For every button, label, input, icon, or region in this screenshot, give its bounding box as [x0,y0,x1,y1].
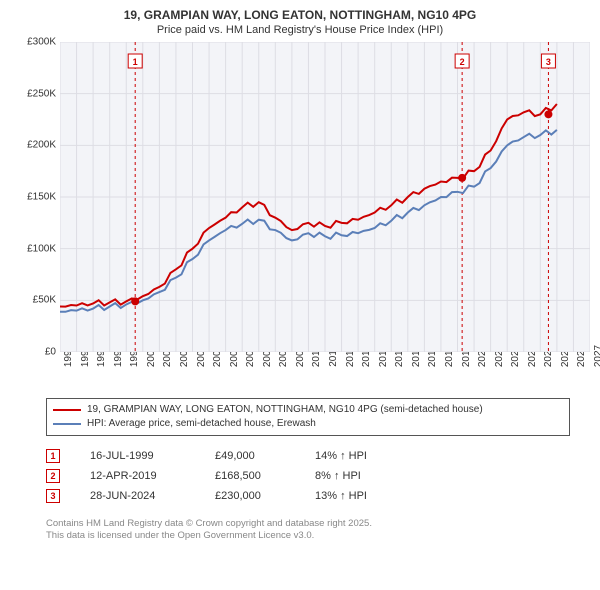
transactions-table: 1 16-JUL-1999 £49,000 14% ↑ HPI 2 12-APR-2019… [46,446,570,506]
line-chart: 1 2 3 [60,42,590,352]
legend-label: 19, GRAMPIAN WAY, LONG EATON, NOTTINGHAM… [87,403,483,417]
transaction-pct: 14% ↑ HPI [315,450,405,462]
transaction-pct: 8% ↑ HPI [315,470,405,482]
footer-line1: Contains HM Land Registry data © Crown c… [46,518,570,530]
svg-text:3: 3 [546,57,551,67]
transaction-row: 1 16-JUL-1999 £49,000 14% ↑ HPI [46,446,570,466]
svg-text:2: 2 [460,57,465,67]
transaction-date: 16-JUL-1999 [90,450,185,462]
attribution-footer: Contains HM Land Registry data © Crown c… [46,518,570,543]
y-axis-label: £150K [27,192,56,203]
transaction-price: £230,000 [215,490,285,502]
footer-line2: This data is licensed under the Open Gov… [46,530,570,542]
y-axis-label: £200K [27,140,56,151]
legend-label: HPI: Average price, semi-detached house,… [87,417,316,431]
legend-swatch [53,423,81,425]
title-line1: 19, GRAMPIAN WAY, LONG EATON, NOTTINGHAM… [10,8,590,22]
transaction-price: £168,500 [215,470,285,482]
legend-swatch [53,409,81,411]
chart-title: 19, GRAMPIAN WAY, LONG EATON, NOTTINGHAM… [0,0,600,24]
transaction-row: 3 28-JUN-2024 £230,000 13% ↑ HPI [46,486,570,506]
chart-area: £0£50K£100K£150K£200K£250K£300K 19951996… [30,42,590,392]
transaction-date: 28-JUN-2024 [90,490,185,502]
transaction-marker: 2 [46,469,60,483]
chart-subtitle: Price paid vs. HM Land Registry's House … [0,24,600,42]
legend-item: HPI: Average price, semi-detached house,… [53,417,563,431]
transaction-marker: 1 [46,449,60,463]
transaction-date: 12-APR-2019 [90,470,185,482]
transaction-pct: 13% ↑ HPI [315,490,405,502]
x-axis-label: 2027 [593,345,600,367]
y-axis-label: £0 [45,347,56,358]
svg-text:1: 1 [133,57,138,67]
legend: 19, GRAMPIAN WAY, LONG EATON, NOTTINGHAM… [46,398,570,436]
y-axis-label: £100K [27,243,56,254]
transaction-row: 2 12-APR-2019 £168,500 8% ↑ HPI [46,466,570,486]
y-axis-label: £300K [27,37,56,48]
y-axis-label: £50K [33,295,56,306]
legend-item: 19, GRAMPIAN WAY, LONG EATON, NOTTINGHAM… [53,403,563,417]
y-axis-label: £250K [27,88,56,99]
transaction-marker: 3 [46,489,60,503]
transaction-price: £49,000 [215,450,285,462]
